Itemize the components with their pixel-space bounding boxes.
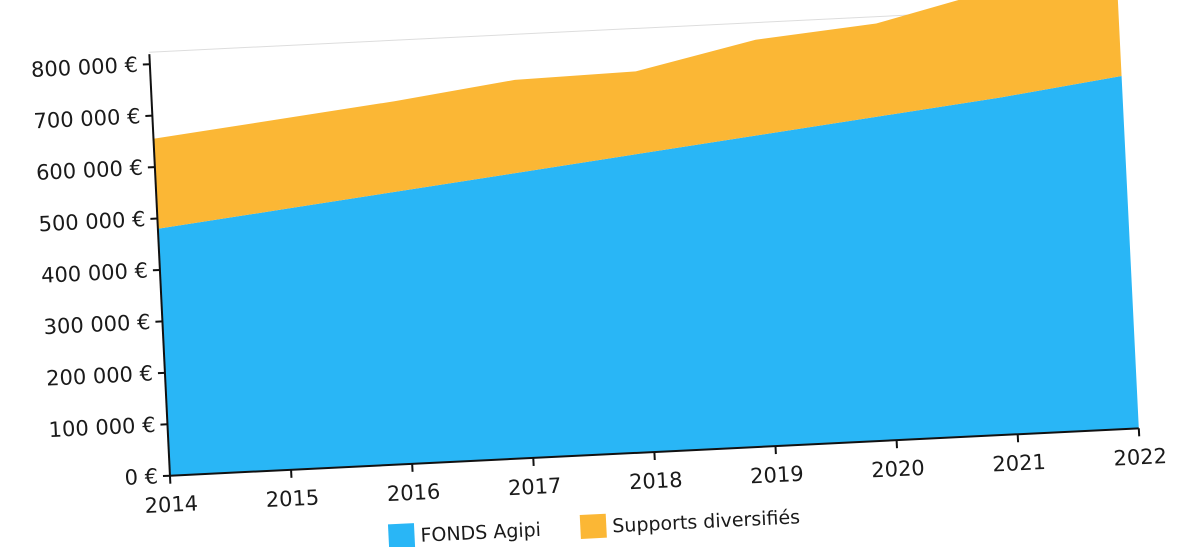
area-series-fonds-agipi <box>157 75 1139 476</box>
y-axis-line <box>148 54 171 476</box>
legend-label-supports-diversifies: Supports diversifiés <box>612 506 801 537</box>
y-tick-label: 400 000 € <box>41 259 149 288</box>
y-tick-label: 200 000 € <box>46 361 154 390</box>
y-tick-label: 500 000 € <box>38 207 146 236</box>
x-tick-label: 2020 <box>871 456 926 483</box>
plot-area: 0 € 100 000 € 200 000 € 300 000 € 400 000 € 5… <box>31 0 1168 518</box>
y-tick-label: 600 000 € <box>36 156 144 185</box>
x-tick-label: 2018 <box>629 468 684 495</box>
y-tick-label: 100 000 € <box>48 413 156 442</box>
legend-label-fonds-agipi: FONDS Agipi <box>420 519 541 547</box>
legend: FONDS Agipi Supports diversifiés <box>387 506 801 547</box>
area-series-supports-diversifies <box>153 0 1122 229</box>
x-tick-label: 2014 <box>144 491 199 518</box>
y-tick-label: 700 000 € <box>33 104 141 133</box>
x-tick-label: 2021 <box>992 450 1047 477</box>
x-tick-label: 2022 <box>1113 444 1168 471</box>
legend-swatch-supports-diversifies <box>579 513 607 539</box>
y-tick-label: 800 000 € <box>31 53 139 82</box>
y-tick-label: 300 000 € <box>43 310 151 339</box>
x-tick-label: 2016 <box>386 480 441 507</box>
x-tick-label: 2019 <box>750 462 805 489</box>
x-tick-label: 2015 <box>265 485 320 512</box>
y-tick-label: 0 € <box>124 464 159 490</box>
legend-swatch-fonds-agipi <box>387 523 416 547</box>
x-tick-label: 2017 <box>507 474 562 501</box>
